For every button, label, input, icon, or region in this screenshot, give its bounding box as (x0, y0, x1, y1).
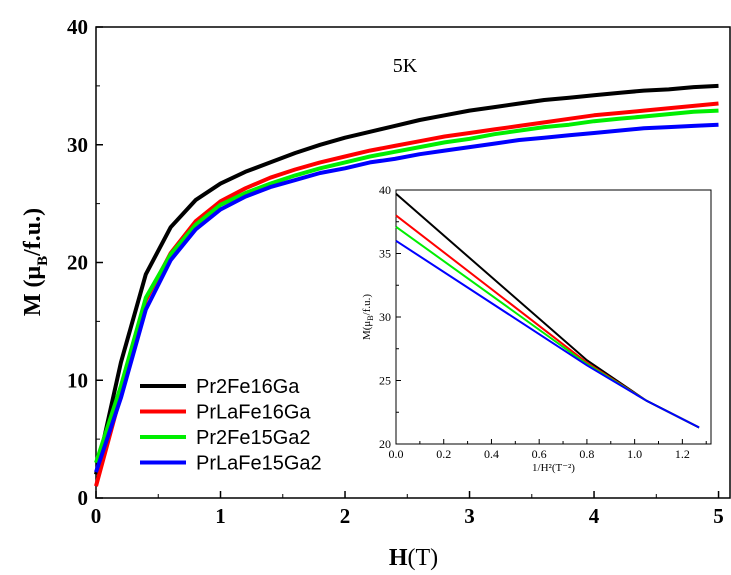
x-tick-label: 3 (464, 504, 475, 528)
inset-y-tick-label: 40 (379, 183, 391, 197)
x-tick-label: 1 (215, 504, 226, 528)
legend-label: PrLaFe15Ga2 (196, 453, 322, 475)
inset-y-tick-label: 35 (379, 247, 391, 261)
x-tick-label: 5 (713, 504, 724, 528)
inset-frame (395, 189, 712, 445)
temperature-annotation: 5K (393, 55, 418, 77)
inset-y-tick-label: 30 (379, 310, 391, 324)
series-line-PrLaFe15Ga2 (94, 122, 719, 473)
series-line-Pr2Fe15Ga2 (94, 108, 719, 464)
main-plot: 0 1 2 3 4 5 0 10 20 30 40 H(T) M (μB/f.u.) 5K Pr2Fe16G… (20, 15, 731, 571)
inset-x-tick-label: 0.4 (484, 447, 499, 461)
y-tick-label: 0 (78, 486, 89, 510)
legend-label: Pr2Fe15Ga2 (196, 427, 311, 449)
inset-series-line (395, 239, 700, 429)
legend-label: Pr2Fe16Ga (196, 376, 300, 398)
y-tick-label: 40 (67, 15, 88, 39)
x-tick-label: 0 (91, 504, 102, 528)
inset-plot: 0.0 0.2 0.4 0.6 0.8 1.0 1.2 20 25 30 35 40 1/H²(T⁻²)… (361, 183, 712, 474)
x-tick-label: 2 (340, 504, 351, 528)
inset-x-tick-label: 1.0 (627, 447, 642, 461)
inset-x-axis-label: 1/H²(T⁻²) (532, 462, 575, 474)
legend-label: PrLaFe16Ga (196, 402, 311, 424)
inset-y-tick-label: 25 (379, 374, 391, 388)
inset-y-tick-label: 20 (379, 437, 391, 451)
x-tick-label: 4 (589, 504, 600, 528)
y-tick-label: 10 (67, 368, 88, 392)
inset-x-tick-label: 1.2 (675, 447, 690, 461)
inset-x-tick-label: 0.8 (579, 447, 594, 461)
inset-x-tick-label: 0.6 (532, 447, 547, 461)
series-line-Pr2Fe16Ga (94, 83, 719, 475)
x-axis-label: H(T) (389, 545, 438, 571)
inset-x-tick-label: 0.2 (436, 447, 451, 461)
series-line-PrLaFe16Ga (94, 101, 719, 487)
inset-x-tick-label: 0.0 (389, 447, 404, 461)
y-tick-label: 20 (67, 251, 88, 275)
y-tick-label: 30 (67, 133, 88, 157)
inset-y-axis-label: M(μB/f.u.) (361, 294, 375, 340)
y-axis-label: M (μB/f.u.) (20, 208, 51, 316)
